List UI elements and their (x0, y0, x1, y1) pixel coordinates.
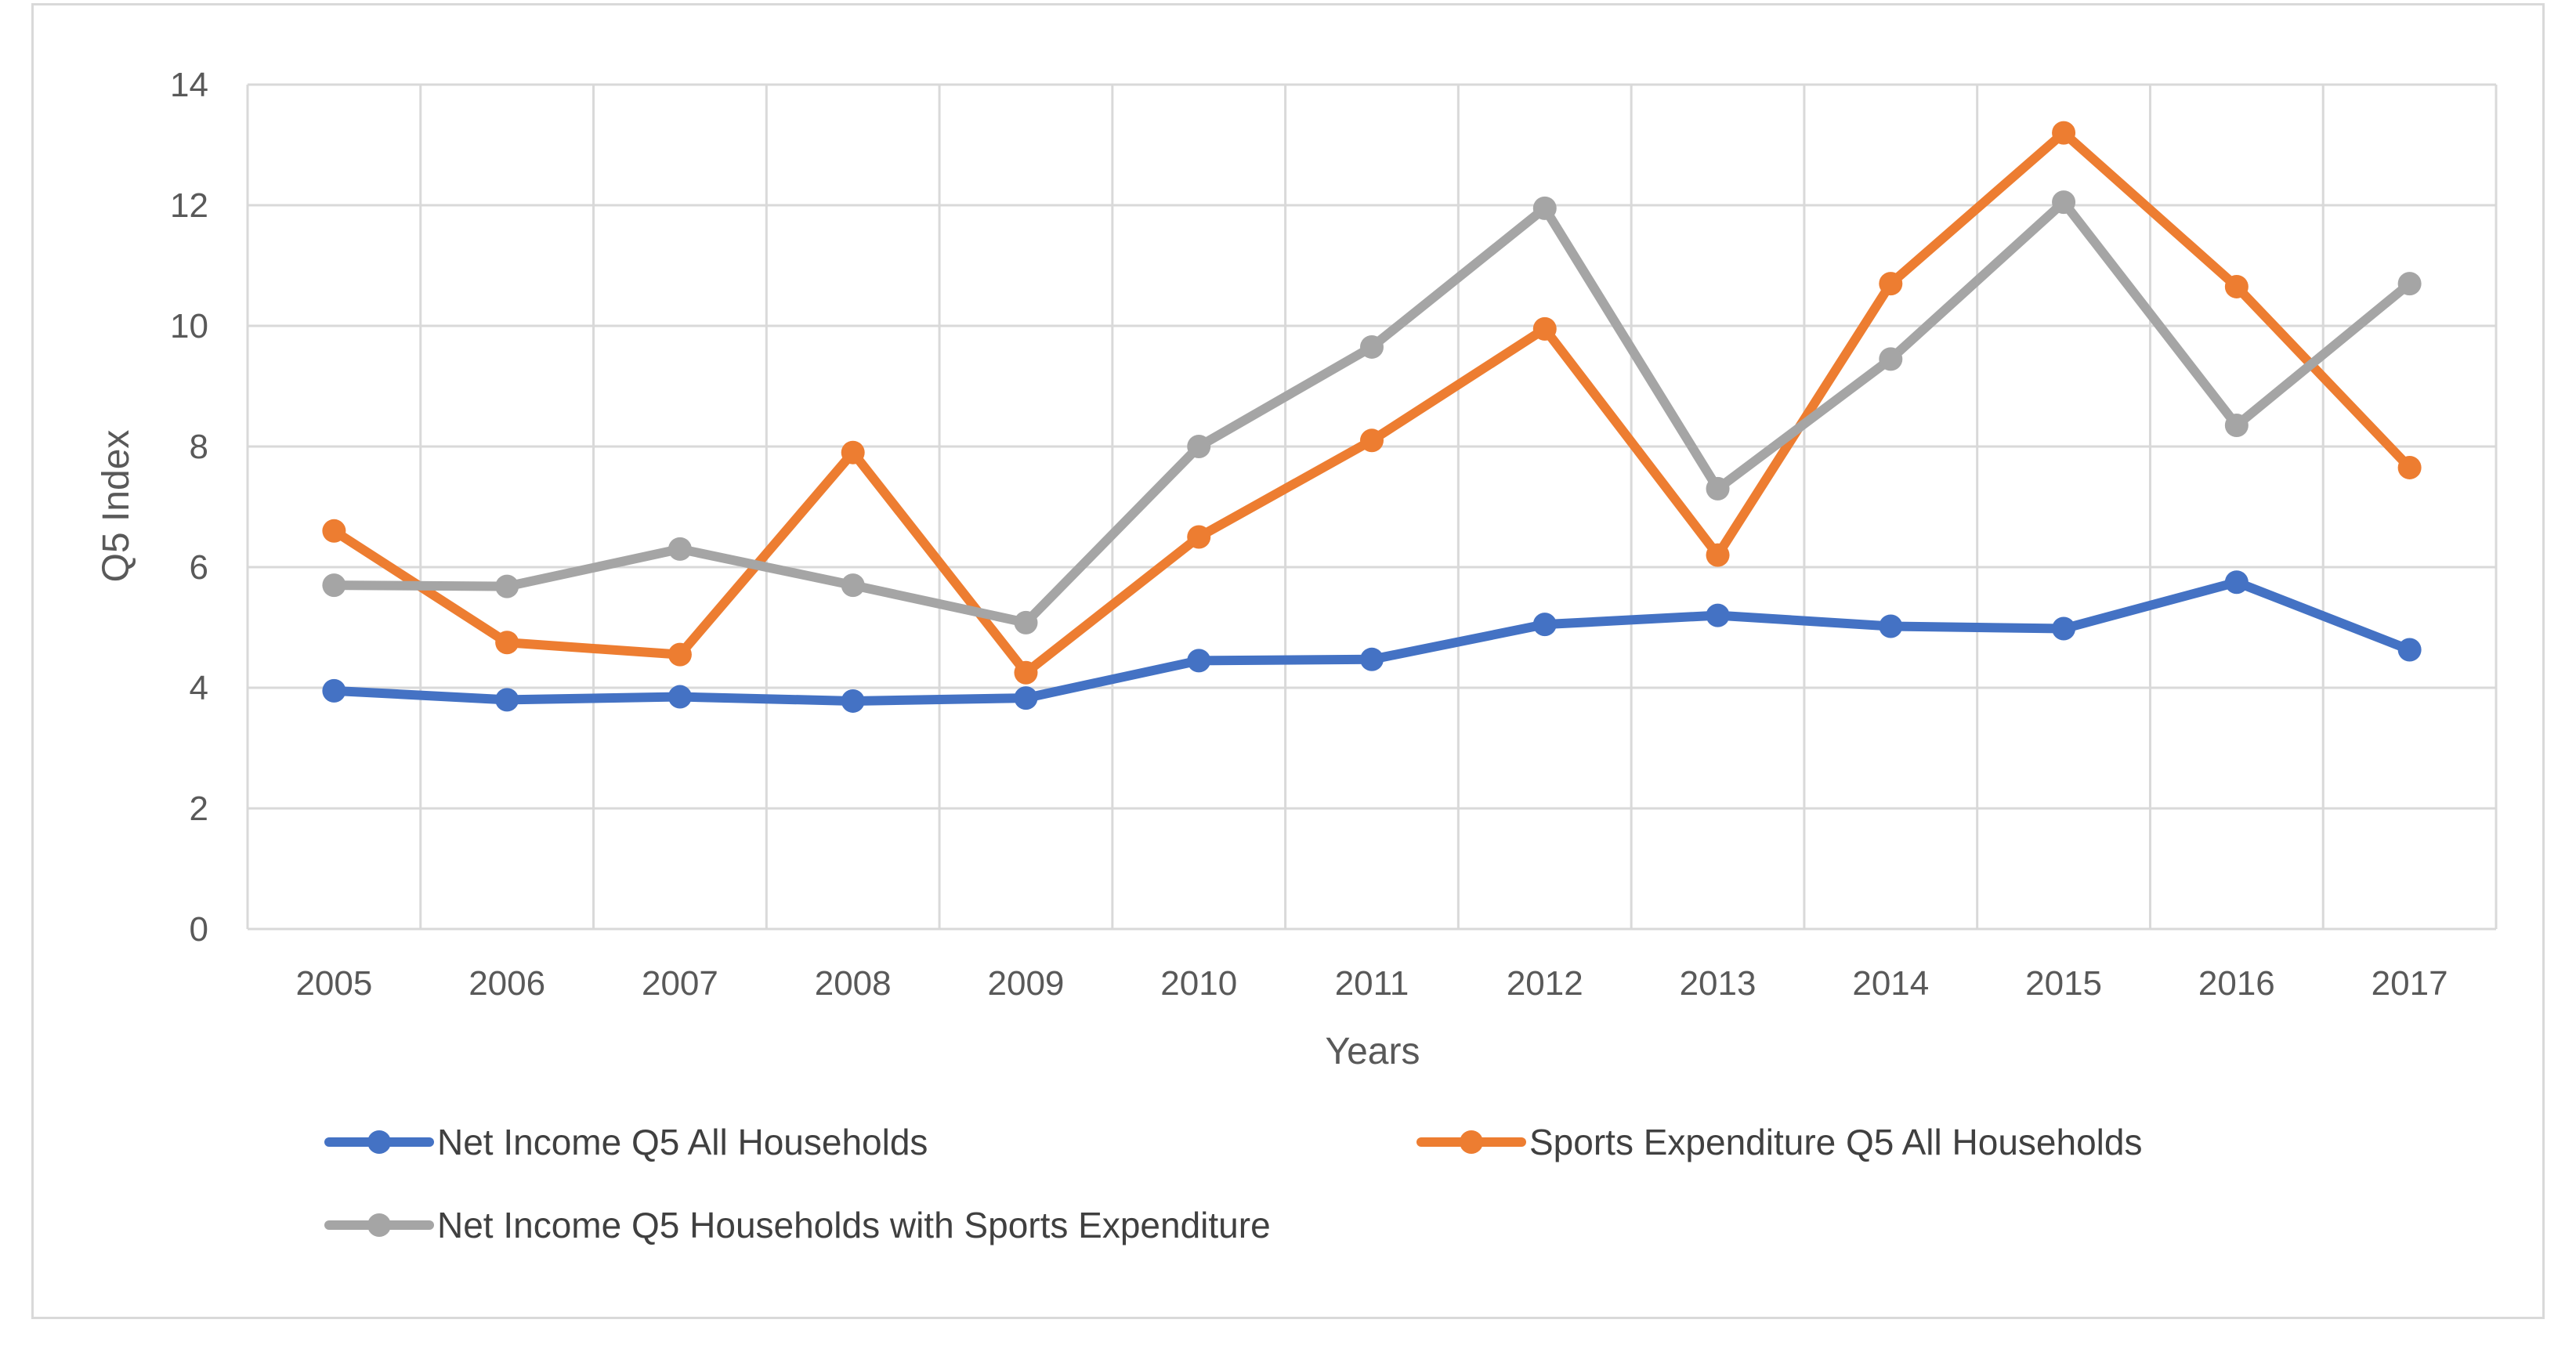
data-point (2224, 274, 2249, 298)
legend-item: Net Income Q5 All Households (324, 1122, 928, 1162)
y-axis-ticks: 0 2 4 6 8 10 12 14 (170, 66, 208, 949)
data-point (2052, 616, 2076, 641)
x-tick-label: 2013 (1680, 964, 1757, 1003)
data-point (1706, 603, 1730, 627)
series-3 (322, 190, 2422, 634)
legend-swatch-marker (367, 1213, 391, 1237)
y-tick-label: 0 (190, 910, 208, 949)
x-axis-title: Years (1326, 1031, 1420, 1072)
x-tick-label: 2012 (1507, 964, 1583, 1003)
legend-item: Sports Expenditure Q5 All Households (1416, 1122, 2142, 1162)
series-line (329, 577, 2415, 706)
data-point (1879, 272, 1903, 296)
x-tick-label: 2008 (815, 964, 892, 1003)
y-tick-label: 14 (170, 66, 208, 104)
data-point (841, 689, 865, 713)
y-tick-label: 12 (170, 186, 208, 225)
series-line (329, 197, 2415, 627)
data-point (2224, 414, 2249, 438)
data-point (2052, 121, 2076, 145)
y-tick-label: 6 (190, 548, 208, 587)
y-tick-label: 4 (190, 669, 208, 707)
data-point (1879, 614, 1903, 638)
x-tick-label: 2011 (1335, 964, 1409, 1003)
data-point (495, 574, 519, 598)
x-tick-label: 2010 (1160, 964, 1237, 1003)
legend-swatch-marker (367, 1130, 391, 1154)
data-point (668, 685, 692, 709)
x-tick-label: 2014 (1852, 964, 1929, 1003)
x-tick-label: 2015 (2025, 964, 2102, 1003)
data-point (1187, 649, 1211, 673)
data-point (1706, 476, 1730, 501)
x-tick-label: 2006 (469, 964, 545, 1003)
data-point (322, 573, 346, 598)
x-axis-ticks: 2005 2006 2007 2008 2009 2010 2011 2012 2013 2014… (295, 964, 2448, 1003)
legend: Net Income Q5 All Households Sports Expen… (324, 1122, 2142, 1245)
x-tick-label: 2005 (295, 964, 372, 1003)
legend-label: Sports Expenditure Q5 All Households (1529, 1122, 2142, 1162)
data-point (1532, 316, 1557, 341)
data-point (1532, 613, 1557, 637)
data-point (1706, 543, 1730, 567)
data-point (668, 537, 692, 561)
data-point (1532, 196, 1557, 220)
x-tick-label: 2007 (642, 964, 718, 1003)
data-point (668, 642, 692, 667)
data-point (2397, 638, 2422, 662)
legend-item: Net Income Q5 Households with Sports Exp… (324, 1205, 1271, 1245)
legend-label: Net Income Q5 Households with Sports Exp… (437, 1205, 1271, 1245)
data-point (2052, 190, 2076, 215)
series-line (329, 128, 2415, 678)
data-point (2397, 272, 2422, 296)
data-point (322, 678, 346, 703)
data-point (841, 440, 865, 465)
data-point (1187, 525, 1211, 549)
y-tick-label: 10 (170, 307, 208, 345)
x-tick-label: 2016 (2198, 964, 2275, 1003)
y-tick-label: 8 (190, 428, 208, 466)
data-point (1014, 660, 1038, 685)
data-point (2397, 455, 2422, 479)
data-point (495, 631, 519, 655)
data-point (1879, 347, 1903, 371)
y-axis-title: Q5 Index (96, 430, 137, 583)
data-point (322, 519, 346, 543)
x-tick-label: 2009 (988, 964, 1065, 1003)
series-1 (322, 570, 2422, 713)
data-point (1187, 435, 1211, 458)
legend-swatch-marker (1460, 1130, 1483, 1154)
series-2 (322, 121, 2422, 685)
data-point (495, 688, 519, 712)
data-point (1014, 686, 1038, 710)
data-point (1360, 334, 1384, 359)
x-tick-label: 2017 (2372, 964, 2448, 1003)
data-point (1360, 428, 1384, 453)
gridlines (246, 83, 2498, 931)
data-point (1360, 647, 1384, 671)
data-point (1014, 610, 1038, 634)
y-tick-label: 2 (190, 790, 208, 828)
legend-label: Net Income Q5 All Households (437, 1122, 928, 1162)
data-point (841, 573, 865, 598)
series-lines (322, 121, 2422, 713)
data-point (2224, 570, 2249, 595)
